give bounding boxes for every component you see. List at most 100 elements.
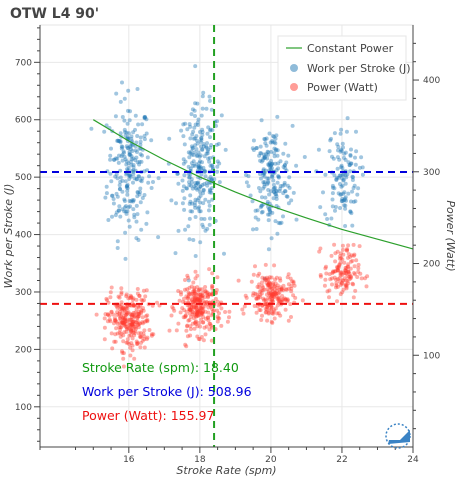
annotation-stroke-rate: Stroke Rate (spm): 18.40 <box>82 360 239 375</box>
work-point <box>248 193 253 198</box>
work-point <box>330 197 335 202</box>
work-point <box>339 127 344 132</box>
work-point <box>318 205 323 210</box>
power-point <box>112 339 117 344</box>
bokeh-logo-icon[interactable] <box>385 423 411 449</box>
work-point <box>188 209 193 214</box>
power-point <box>115 331 120 336</box>
power-point <box>128 324 133 329</box>
power-point <box>241 311 246 316</box>
power-point <box>260 280 264 285</box>
work-point <box>347 163 352 168</box>
y-tick-label: 100 <box>15 403 32 413</box>
work-point <box>201 90 206 95</box>
work-point <box>180 201 185 206</box>
work-point <box>208 175 213 179</box>
grid <box>40 25 414 447</box>
power-point <box>183 278 187 282</box>
work-point <box>143 114 147 119</box>
power-point <box>216 303 221 308</box>
power-point <box>190 312 195 317</box>
work-point <box>336 175 341 180</box>
work-point <box>329 216 334 221</box>
power-point <box>331 269 336 274</box>
work-point <box>203 228 208 233</box>
work-point <box>344 129 349 134</box>
work-point <box>142 137 147 142</box>
power-point <box>289 286 294 291</box>
power-point <box>190 302 195 307</box>
work-point <box>208 135 212 140</box>
power-point <box>131 303 136 308</box>
power-point <box>113 318 118 323</box>
work-point <box>115 246 120 250</box>
power-point <box>131 296 136 301</box>
work-point <box>126 205 131 210</box>
power-point <box>265 318 270 323</box>
power-point <box>266 282 271 287</box>
power-point <box>189 304 194 309</box>
work-point <box>343 181 348 186</box>
power-point <box>263 310 268 315</box>
work-point <box>273 136 278 141</box>
work-point <box>266 162 271 167</box>
power-point <box>279 287 284 292</box>
power-point <box>118 325 123 330</box>
work-point <box>273 185 278 190</box>
power-point <box>345 279 350 284</box>
work-point <box>331 156 336 161</box>
power-point <box>194 322 199 327</box>
power-point <box>207 292 212 297</box>
power-point <box>269 307 274 312</box>
work-point <box>261 173 266 177</box>
power-point <box>270 311 275 316</box>
work-point <box>271 186 276 191</box>
power-point <box>130 312 135 317</box>
power-series <box>94 242 370 369</box>
power-point <box>264 275 269 280</box>
power-point <box>192 295 197 300</box>
power-point <box>262 287 267 292</box>
power-point <box>272 308 277 313</box>
work-point <box>181 161 186 166</box>
power-point <box>124 322 129 327</box>
power-point <box>264 298 268 303</box>
legend-entry-power: Power (Watt) <box>307 81 378 94</box>
work-point <box>340 183 345 188</box>
power-point <box>200 306 205 311</box>
power-point <box>121 364 126 369</box>
work-point <box>352 183 357 188</box>
work-point <box>323 172 328 177</box>
power-point <box>130 323 135 328</box>
power-point <box>189 297 194 302</box>
work-point <box>116 138 120 143</box>
work-point <box>127 173 132 177</box>
work-point <box>194 147 199 152</box>
work-point <box>115 239 120 244</box>
power-point <box>283 297 288 302</box>
work-point <box>257 186 261 190</box>
work-point <box>276 174 281 179</box>
chart-title: OTW L4 90' <box>10 6 99 22</box>
power-point <box>356 269 361 274</box>
power-point <box>339 270 344 275</box>
power-point <box>267 275 272 280</box>
work-point <box>272 189 276 194</box>
power-point <box>136 314 141 319</box>
power-point <box>342 276 347 281</box>
work-point <box>265 156 270 161</box>
power-point <box>215 275 220 280</box>
power-point <box>267 281 272 286</box>
power-point <box>128 327 133 332</box>
power-point <box>338 282 343 287</box>
power-point <box>125 340 130 345</box>
power-point <box>227 315 231 320</box>
work-point <box>135 194 140 199</box>
work-point <box>269 174 274 179</box>
power-point <box>271 291 276 296</box>
work-point <box>271 134 275 138</box>
power-point <box>270 320 275 325</box>
work-point <box>272 134 277 139</box>
power-point <box>131 328 136 333</box>
power-point <box>149 332 154 337</box>
